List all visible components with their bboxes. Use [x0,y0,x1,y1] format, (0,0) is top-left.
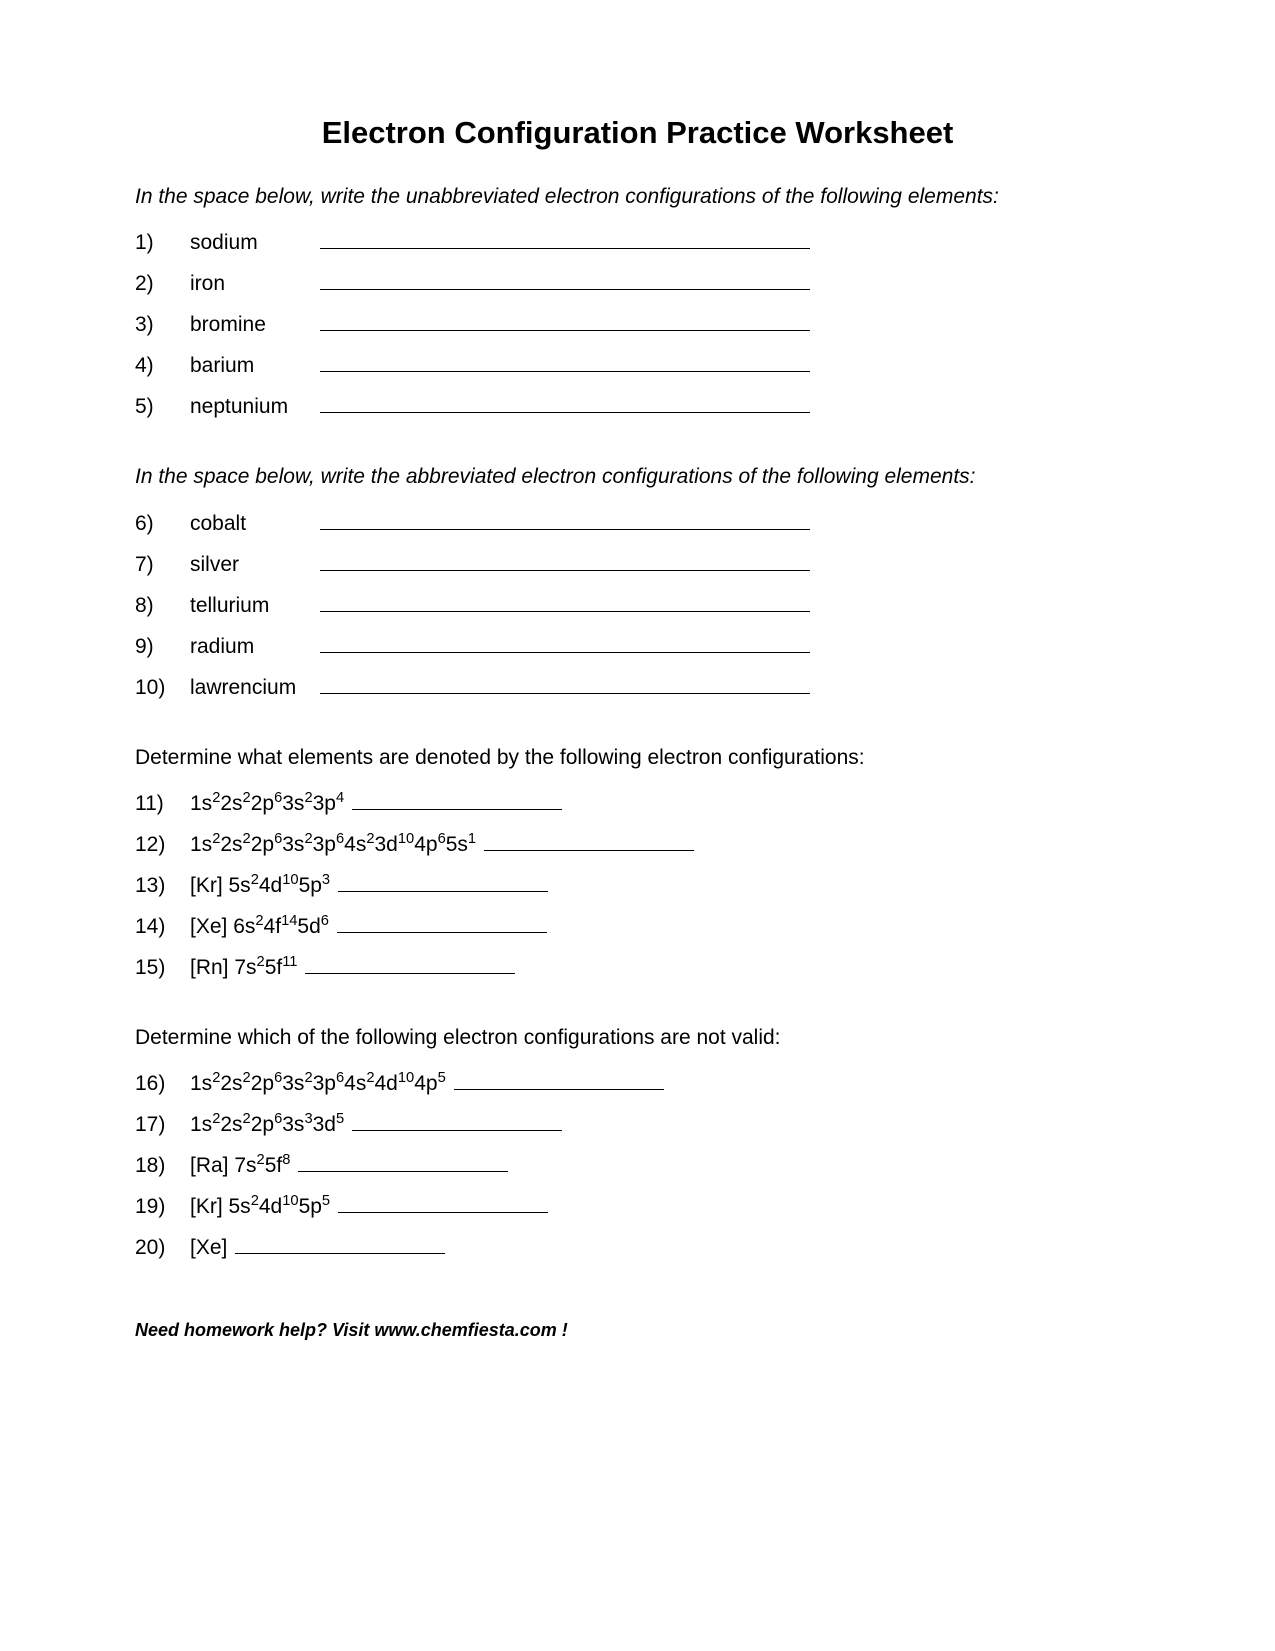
question-row: 1)sodium [135,228,1140,255]
question-row: 10)lawrencium [135,673,1140,700]
element-name: radium [190,635,315,659]
question-row: 5)neptunium [135,392,1140,419]
section4-instructions: Determine which of the following electro… [135,1024,1140,1051]
page-title: Electron Configuration Practice Workshee… [135,115,1140,151]
element-name: tellurium [190,594,315,618]
element-name: barium [190,354,315,378]
question-number: 20) [135,1236,190,1260]
question-number: 2) [135,272,190,296]
answer-blank[interactable] [337,912,547,933]
electron-config: [Xe] [190,1236,227,1260]
section1-items: 1)sodium2)iron3)bromine4)barium5)neptuni… [135,228,1140,419]
question-row: 13)[Kr] 5s24d105p3 [135,871,1140,898]
question-number: 1) [135,231,190,255]
question-number: 5) [135,395,190,419]
element-name: iron [190,272,315,296]
question-number: 12) [135,833,190,857]
question-row: 14)[Xe] 6s24f145d6 [135,912,1140,939]
answer-blank[interactable] [484,830,694,851]
answer-blank[interactable] [454,1069,664,1090]
answer-blank[interactable] [305,953,515,974]
electron-config: 1s22s22p63s23p4 [190,792,344,816]
question-number: 7) [135,553,190,577]
question-number: 3) [135,313,190,337]
element-name: silver [190,553,315,577]
element-name: neptunium [190,395,315,419]
answer-blank[interactable] [320,550,810,571]
answer-blank[interactable] [338,1192,548,1213]
question-number: 14) [135,915,190,939]
electron-config: [Kr] 5s24d105p3 [190,874,330,898]
section3-instructions: Determine what elements are denoted by t… [135,744,1140,771]
footer-text: Need homework help? Visit www.chemfiesta… [135,1320,1140,1341]
question-number: 18) [135,1154,190,1178]
question-row: 15)[Rn] 7s25f11 [135,953,1140,980]
question-row: 2)iron [135,269,1140,296]
question-number: 6) [135,512,190,536]
answer-blank[interactable] [338,871,548,892]
electron-config: [Rn] 7s25f11 [190,956,297,980]
question-row: 20)[Xe] [135,1233,1140,1260]
question-number: 13) [135,874,190,898]
answer-blank[interactable] [320,351,810,372]
section2-items: 6)cobalt7)silver8)tellurium9)radium10)la… [135,509,1140,700]
section2-instructions: In the space below, write the abbreviate… [135,463,1140,490]
answer-blank[interactable] [320,228,810,249]
answer-blank[interactable] [320,509,810,530]
section1-instructions: In the space below, write the unabbrevia… [135,183,1140,210]
question-row: 19)[Kr] 5s24d105p5 [135,1192,1140,1219]
electron-config: 1s22s22p63s23p64s23d104p65s1 [190,833,476,857]
question-number: 15) [135,956,190,980]
answer-blank[interactable] [320,591,810,612]
question-number: 11) [135,792,190,816]
question-row: 11)1s22s22p63s23p4 [135,789,1140,816]
answer-blank[interactable] [352,789,562,810]
electron-config: 1s22s22p63s23p64s24d104p5 [190,1072,446,1096]
question-number: 4) [135,354,190,378]
question-row: 17)1s22s22p63s33d5 [135,1110,1140,1137]
answer-blank[interactable] [320,392,810,413]
answer-blank[interactable] [320,269,810,290]
question-row: 18)[Ra] 7s25f8 [135,1151,1140,1178]
question-number: 16) [135,1072,190,1096]
section3-items: 11)1s22s22p63s23p412)1s22s22p63s23p64s23… [135,789,1140,980]
question-row: 6)cobalt [135,509,1140,536]
answer-blank[interactable] [320,673,810,694]
element-name: lawrencium [190,676,315,700]
answer-blank[interactable] [320,632,810,653]
question-number: 19) [135,1195,190,1219]
question-row: 12)1s22s22p63s23p64s23d104p65s1 [135,830,1140,857]
question-row: 8)tellurium [135,591,1140,618]
question-number: 9) [135,635,190,659]
answer-blank[interactable] [298,1151,508,1172]
electron-config: 1s22s22p63s33d5 [190,1113,344,1137]
question-number: 10) [135,676,190,700]
question-row: 4)barium [135,351,1140,378]
question-row: 9)radium [135,632,1140,659]
answer-blank[interactable] [320,310,810,331]
question-row: 16)1s22s22p63s23p64s24d104p5 [135,1069,1140,1096]
electron-config: [Kr] 5s24d105p5 [190,1195,330,1219]
answer-blank[interactable] [235,1233,445,1254]
electron-config: [Ra] 7s25f8 [190,1154,290,1178]
element-name: sodium [190,231,315,255]
question-row: 3)bromine [135,310,1140,337]
answer-blank[interactable] [352,1110,562,1131]
electron-config: [Xe] 6s24f145d6 [190,915,329,939]
element-name: cobalt [190,512,315,536]
question-number: 17) [135,1113,190,1137]
section4-items: 16)1s22s22p63s23p64s24d104p517)1s22s22p6… [135,1069,1140,1260]
question-number: 8) [135,594,190,618]
element-name: bromine [190,313,315,337]
question-row: 7)silver [135,550,1140,577]
